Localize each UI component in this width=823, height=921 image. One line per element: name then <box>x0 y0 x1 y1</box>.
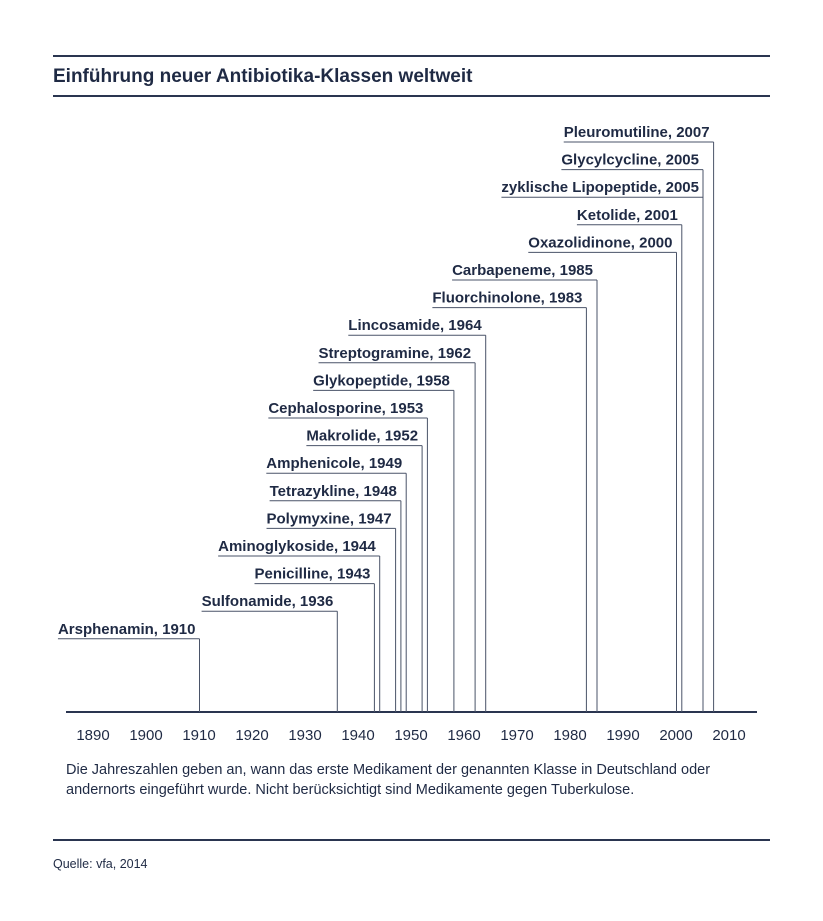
top-rule <box>53 55 770 57</box>
x-tick-label: 1910 <box>182 727 215 744</box>
event-label: Aminoglykoside, 1944 <box>218 538 376 555</box>
event-label: Cephalosporine, 1953 <box>268 400 423 417</box>
x-tick-label: 1930 <box>288 727 321 744</box>
x-tick-label: 1970 <box>500 727 533 744</box>
title-underline <box>53 95 770 97</box>
x-tick-label: 1950 <box>394 727 427 744</box>
chart-footnote: Die Jahreszahlen geben an, wann das erst… <box>66 762 711 798</box>
x-tick-label: 1960 <box>447 727 480 744</box>
event-label: Sulfonamide, 1936 <box>202 593 334 610</box>
event-label: Amphenicole, 1949 <box>266 455 402 472</box>
event-label: Polymyxine, 1947 <box>267 510 392 527</box>
event-label: Glycylcycline, 2005 <box>561 152 699 169</box>
x-tick-label: 1980 <box>553 727 586 744</box>
x-tick-label: 1990 <box>606 727 639 744</box>
antibiotic-timeline-chart: 1890 1900 1910 1920 1930 1940 1950 1960 1970 1980… <box>57 124 757 744</box>
event-label: Tetrazykline, 1948 <box>270 483 397 500</box>
x-tick-label: 1920 <box>235 727 268 744</box>
event-label: Glykopeptide, 1958 <box>313 372 450 389</box>
event-label: Arsphenamin, 1910 <box>58 621 196 638</box>
event-label: Lincosamide, 1964 <box>348 317 482 334</box>
page-title: Einführung neuer Antibiotika-Klassen wel… <box>53 66 473 87</box>
event-label: Penicilline, 1943 <box>254 566 370 583</box>
event-label: Fluorchinolone, 1983 <box>432 290 582 307</box>
event-label: zyklische Lipopeptide, 2005 <box>501 179 699 196</box>
x-tick-label: 2000 <box>659 727 692 744</box>
footer-rule <box>53 839 770 841</box>
source-note: Quelle: vfa, 2014 <box>53 857 148 871</box>
x-tick-label: 1900 <box>129 727 162 744</box>
event-label: Makrolide, 1952 <box>306 428 418 445</box>
event-label: Ketolide, 2001 <box>577 207 678 224</box>
event-label: Carbapeneme, 1985 <box>452 262 593 279</box>
x-tick-label: 1940 <box>341 727 374 744</box>
x-tick-label: 1890 <box>76 727 109 744</box>
event-label: Pleuromutiline, 2007 <box>564 124 710 141</box>
event-label: Streptogramine, 1962 <box>319 345 472 362</box>
x-tick-label: 2010 <box>712 727 745 744</box>
event-label: Oxazolidinone, 2000 <box>528 234 672 251</box>
